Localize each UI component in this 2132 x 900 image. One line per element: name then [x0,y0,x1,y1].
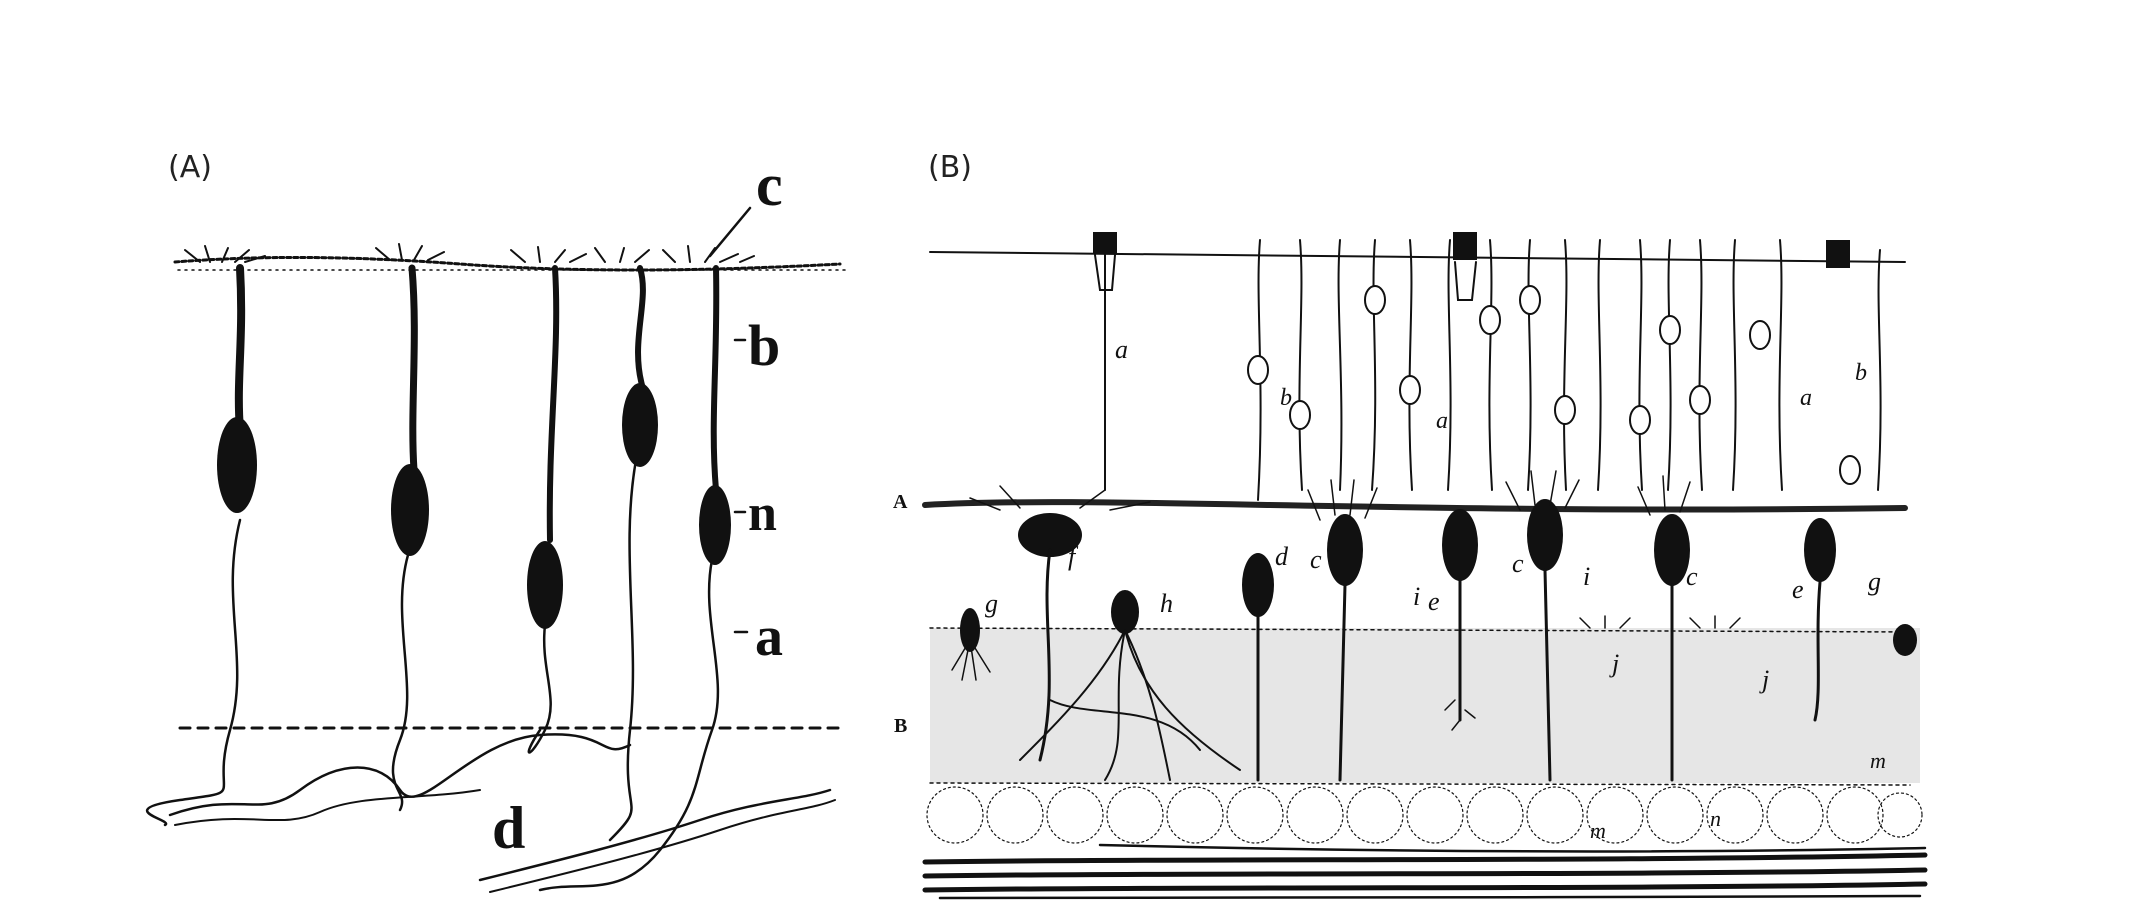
label-b-g2: g [1868,567,1881,596]
label-b-b1: b [1280,385,1292,411]
label-a-d: d [492,795,525,861]
label-b-i2: i [1583,562,1590,591]
panel-label-a: (A) [168,150,212,185]
label-b-b2: b [1855,360,1867,386]
panel-label-b: (B) [928,150,972,185]
panel-a-drawing [145,206,846,893]
label-b-e1: e [1428,587,1440,616]
panel-b-drawing [922,232,1928,900]
label-b-m2: m [1870,748,1886,773]
label-b-f: f [1068,542,1079,571]
label-a-n: n [748,485,777,542]
label-b-n: n [1710,806,1721,831]
label-b-a3: a [1800,385,1812,411]
layer-label-b: B [894,715,907,737]
label-a-a: a [755,606,783,668]
label-b-a1: a [1115,335,1128,364]
label-b-m1: m [1590,818,1606,843]
label-b-d: d [1275,542,1289,571]
layer-label-a: A [893,491,908,513]
label-b-e2: e [1792,575,1804,604]
label-b-j2: j [1759,665,1769,694]
label-b-i1: i [1413,582,1420,611]
label-a-b: b [748,313,780,378]
label-b-c1: c [1310,545,1322,574]
label-b-h: h [1160,589,1173,618]
label-a-c: c [756,152,783,218]
label-b-c2: c [1512,549,1524,578]
label-b-j1: j [1609,649,1619,678]
label-b-g1: g [985,589,998,618]
label-b-c3: c [1686,562,1698,591]
label-b-a2: a [1436,408,1448,434]
